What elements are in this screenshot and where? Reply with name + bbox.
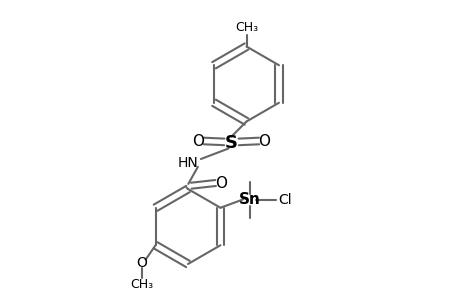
Text: Sn: Sn — [238, 192, 260, 207]
Text: O: O — [192, 134, 204, 148]
Text: Cl: Cl — [277, 193, 291, 206]
Text: O: O — [258, 134, 270, 148]
Text: S: S — [224, 134, 237, 152]
Text: HN: HN — [177, 156, 198, 170]
Text: CH₃: CH₃ — [130, 278, 153, 291]
Text: O: O — [214, 176, 226, 190]
Text: O: O — [136, 256, 147, 270]
Text: CH₃: CH₃ — [235, 21, 257, 34]
